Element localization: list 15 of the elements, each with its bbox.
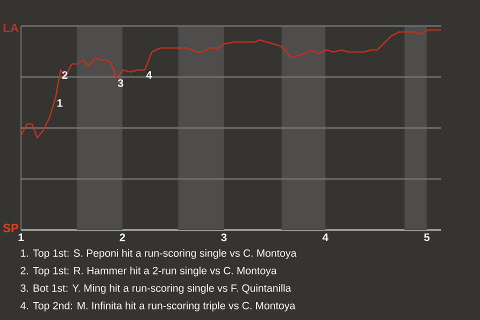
annotation: 4 xyxy=(146,71,152,79)
text: LA xyxy=(4,24,18,32)
x-tick-label: 4 xyxy=(322,234,328,242)
annotation: 2 xyxy=(62,71,68,79)
x-tick-label: 1 xyxy=(18,234,24,242)
text: 4. Top 2nd: M. Infinita hit a run-scoring triple vs C. Montoya xyxy=(20,302,296,312)
text: 1. Top 1st: S. Peponi hit a run-scoring single vs C. Montoya xyxy=(21,249,297,259)
annotation: 3 xyxy=(118,79,124,87)
x-tick-label: 3 xyxy=(221,234,227,242)
x-tick-label: 5 xyxy=(424,234,430,242)
x-tick-label: 2 xyxy=(120,234,126,242)
text: SP xyxy=(3,224,18,232)
text: 2. Top 1st: R. Hammer hit a 2-run single vs C. Montoya xyxy=(20,266,277,276)
text: 3. Bot 1st: Y. Ming hit a run-scoring single vs F. Quintanilla xyxy=(20,284,292,294)
annotation: 1 xyxy=(57,99,62,107)
